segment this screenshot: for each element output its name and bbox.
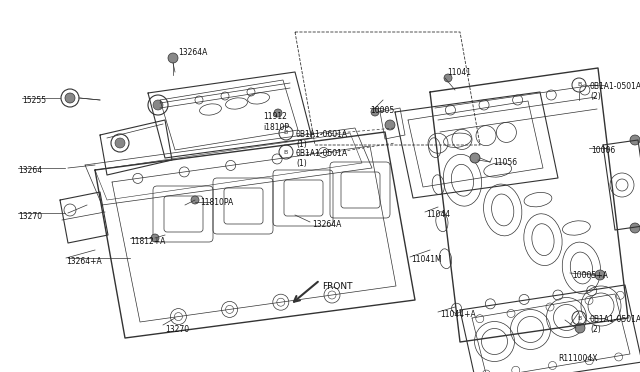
Text: 11041M: 11041M: [411, 255, 442, 264]
Text: B: B: [284, 131, 288, 135]
Text: B: B: [577, 315, 581, 321]
Text: i1810P: i1810P: [263, 123, 289, 132]
Text: 11812+A: 11812+A: [130, 237, 165, 246]
Circle shape: [168, 53, 178, 63]
Text: (1): (1): [296, 159, 307, 168]
Text: 11912: 11912: [263, 112, 287, 121]
Text: 11041: 11041: [447, 68, 471, 77]
Circle shape: [630, 135, 640, 145]
Text: R111004X: R111004X: [558, 354, 598, 363]
Text: 0B1A1-0501A: 0B1A1-0501A: [590, 82, 640, 91]
Circle shape: [274, 109, 282, 117]
Text: 15255: 15255: [22, 96, 46, 105]
Circle shape: [153, 100, 163, 110]
Circle shape: [151, 234, 159, 242]
Text: 13270: 13270: [18, 212, 42, 221]
Text: 10005+A: 10005+A: [572, 271, 608, 280]
Text: 10006: 10006: [591, 146, 615, 155]
Circle shape: [65, 93, 75, 103]
Text: 0B1A1-0501A: 0B1A1-0501A: [590, 315, 640, 324]
Circle shape: [595, 270, 605, 280]
Text: 11044: 11044: [426, 210, 450, 219]
Circle shape: [191, 196, 199, 204]
Text: 11044+A: 11044+A: [440, 310, 476, 319]
Text: 10005: 10005: [370, 106, 394, 115]
Text: 11056: 11056: [493, 158, 517, 167]
Text: 0B1A1-0501A: 0B1A1-0501A: [296, 149, 348, 158]
Text: 13264+A: 13264+A: [66, 257, 102, 266]
Text: 13264A: 13264A: [312, 220, 341, 229]
Text: 13264: 13264: [18, 166, 42, 175]
Circle shape: [115, 138, 125, 148]
Text: 11810PA: 11810PA: [200, 198, 233, 207]
Text: (1): (1): [296, 140, 307, 149]
Circle shape: [385, 120, 395, 130]
Circle shape: [630, 223, 640, 233]
Circle shape: [371, 108, 379, 116]
Text: 13270: 13270: [165, 325, 189, 334]
Text: (2): (2): [590, 325, 601, 334]
Text: (2): (2): [590, 92, 601, 101]
Text: FRONT: FRONT: [322, 282, 353, 291]
Circle shape: [444, 74, 452, 82]
Text: 0B1A1-0601A: 0B1A1-0601A: [296, 130, 348, 139]
Text: B: B: [284, 150, 288, 154]
Text: B: B: [577, 83, 581, 87]
Circle shape: [470, 153, 480, 163]
Text: 13264A: 13264A: [178, 48, 207, 57]
Circle shape: [575, 323, 585, 333]
